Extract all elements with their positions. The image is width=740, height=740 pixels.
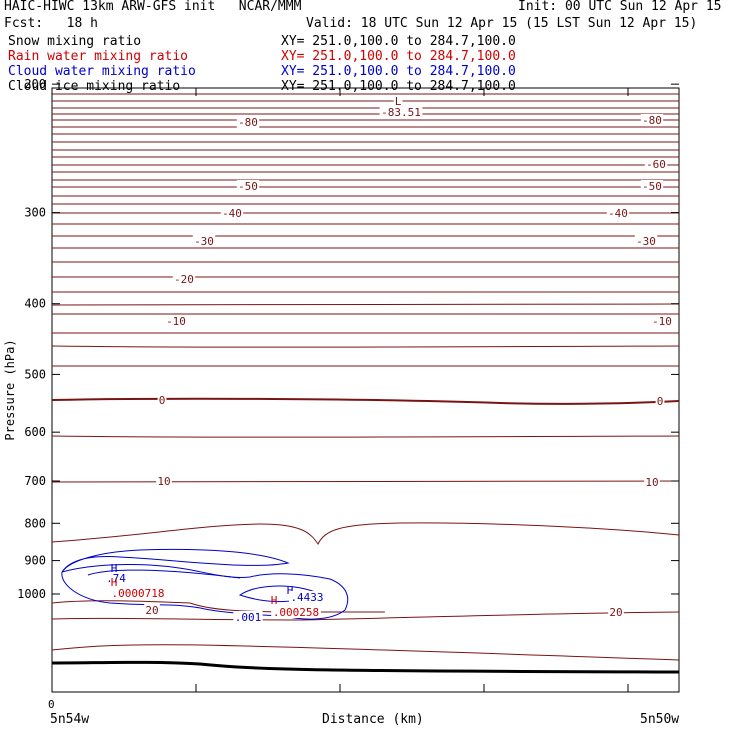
isotherm-label-bg [640,180,664,192]
y-tick-label: 500 [24,367,46,381]
y-tick-label: 200 [24,77,46,91]
x-endpoint-right: 5n50w [640,712,680,727]
isotherm-label: -80 [642,114,662,127]
field-xy-rain: XY= 251.0,100.0 to 284.7,100.0 [281,49,516,64]
low-marker-symbol: L [395,95,402,108]
isotherm-curve [51,522,680,545]
isotherm-label-bg [220,207,244,219]
cloud-water-max-value: .74 [106,572,126,585]
x-endpoint-left: 5n54w [50,712,90,727]
isotherm-curve-inner [51,600,385,613]
isotherm-label-bg [655,395,665,407]
isotherm-curve [51,480,680,483]
isotherm-curve [51,435,680,438]
isotherm-label-bg [644,476,660,488]
init-time: Init: 00 UTC Sun 12 Apr 15 [518,0,722,14]
isotherm-label-bg [608,606,624,618]
x-axis-label: Distance (km) [322,712,424,727]
isotherm-label: 20 [145,604,158,617]
field-name-cloud-water: Cloud water mixing ratio [8,64,196,79]
isotherm-curve [51,397,680,405]
isotherm-label-bg [236,116,260,128]
isotherm-label: 20 [609,606,622,619]
isotherm-label: -40 [608,207,628,220]
low-marker-symbol-bg [393,95,403,107]
cloud-water-max-value: .4433 [290,591,323,604]
isotherm-curve [51,611,680,621]
y-tick-label: 400 [24,297,46,311]
isotherm-label-bg [157,394,167,406]
isotherm-curve [51,644,680,661]
isotherm-label: 10 [157,475,170,488]
forecast-hour: Fcst: 18 h [4,16,98,31]
isotherm-label-bg [634,235,658,247]
header-title: HAIC-HIWC 13km ARW-GFS init NCAR/MMM [4,0,302,14]
cloud-water-max-symbol: H [287,584,294,597]
cloud-water-max-symbol: H [111,562,118,575]
isotherm-label: 0 [159,394,166,407]
surface-line [51,660,680,674]
field-xy-cloud-water: XY= 251.0,100.0 to 284.7,100.0 [281,64,516,79]
field-xy-snow: XY= 251.0,100.0 to 284.7,100.0 [281,34,516,49]
valid-time: Valid: 18 UTC Sun 12 Apr 15 (15 LST Sun … [306,16,698,31]
rain-water-max-symbol: H [111,576,118,589]
cloud-water-contour-upper [87,569,241,579]
isotherm-label: -40 [222,207,242,220]
isotherm-label: -80 [238,116,258,129]
field-name-rain: Rain water mixing ratio [8,49,189,64]
isotherm-label-bg [650,315,674,327]
y-tick-label: 800 [24,516,46,530]
x-tick-label-zero: 0 [48,698,55,711]
cloud-water-max-value-bg [289,591,325,603]
y-tick-label: 600 [24,425,46,439]
low-marker-value: -83.51 [381,106,421,119]
isotherm-label: -20 [174,273,194,286]
field-name-snow: Snow mixing ratio [8,34,142,49]
isotherm-label-bg [236,180,260,192]
y-tick-label: 700 [24,474,46,488]
low-marker-value-bg [379,106,423,118]
isotherm-label: -50 [238,180,258,193]
rain-water-max-value: .0000718 [112,587,165,600]
field-name-cloud-ice: Cloud ice mixing ratio [8,79,181,94]
rain-water-max-value: .000258 [273,606,319,619]
isotherm-curve [51,345,680,348]
y-axis-label: Pressure (hPa) [3,339,17,440]
isotherm-label-bg [640,114,664,126]
isotherm-label: -50 [642,180,662,193]
rain-water-max-symbol: H [271,594,278,607]
isotherm-label: -10 [652,315,672,328]
plot-frame [51,87,680,693]
rain-water-max-value-bg [109,587,167,599]
isotherm-label-bg [172,273,196,285]
isotherm-label: 0 [657,395,664,408]
rain-water-max-value-bg [271,606,321,618]
y-tick-label: 300 [24,206,46,220]
isotherm-label: 10 [645,476,658,489]
cloud-water-contour-label: .001 [235,611,262,624]
isotherm-label-bg [192,235,216,247]
isotherm-label: -10 [166,315,186,328]
isotherm-curve [51,302,680,306]
isotherm-label-bg [164,315,188,327]
y-tick-label: 900 [24,554,46,568]
isotherm-label: -60 [646,158,666,171]
isotherm-label-bg [156,475,172,487]
isotherm-label: -30 [194,235,214,248]
cloud-water-contour-label-bg [233,611,263,623]
isotherm-label-bg [144,604,160,616]
isotherm-label-bg [606,207,630,219]
isotherm-label: -30 [636,235,656,248]
y-tick-label: 1000 [17,587,46,601]
field-xy-cloud-ice: XY= 251.0,100.0 to 284.7,100.0 [281,79,516,94]
isotherm-label-bg [644,158,668,170]
